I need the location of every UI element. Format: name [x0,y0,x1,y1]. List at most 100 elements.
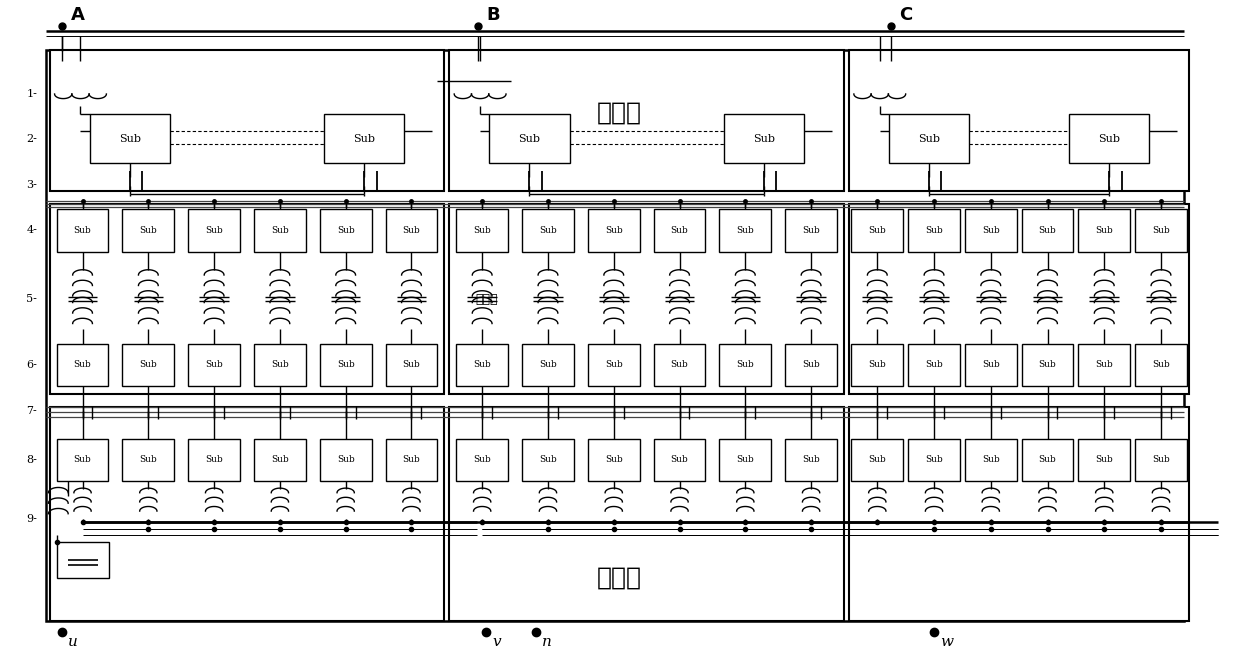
Text: Sub: Sub [337,226,354,235]
Text: Sub: Sub [802,360,820,370]
Bar [123,439,175,482]
Bar [456,439,508,482]
Bar [450,50,844,191]
Bar [851,209,903,252]
Bar [965,439,1017,482]
Text: Sub: Sub [539,226,556,235]
Bar [1135,439,1187,482]
Text: Sub: Sub [1038,226,1057,235]
Bar [320,209,372,252]
Bar [654,209,705,252]
Bar [720,439,771,482]
Text: Sub: Sub [736,456,755,464]
Bar [965,209,1017,252]
Bar [1022,209,1073,252]
Bar [849,408,1189,621]
Bar [851,344,903,386]
Text: Sub: Sub [981,226,1000,235]
Bar [908,439,960,482]
Text: Sub: Sub [473,456,491,464]
Bar [46,50,1184,621]
Bar [57,439,109,482]
Bar [724,114,804,163]
Text: Sub: Sub [206,456,223,464]
Text: Sub: Sub [73,456,92,464]
Text: Sub: Sub [670,360,689,370]
Bar [450,408,844,621]
Text: Sub: Sub [869,456,886,464]
Text: Sub: Sub [403,226,420,235]
Bar [786,209,838,252]
Text: Sub: Sub [539,456,556,464]
Bar [385,209,437,252]
Text: Sub: Sub [1095,226,1113,235]
Text: Sub: Sub [73,360,92,370]
Text: Sub: Sub [518,134,540,144]
Text: 隔离级: 隔离级 [476,293,498,306]
Text: Sub: Sub [802,456,820,464]
Bar [50,204,445,394]
Text: 输入级: 输入级 [597,101,642,125]
Text: Sub: Sub [539,360,556,370]
Text: Sub: Sub [736,360,755,370]
Text: Sub: Sub [140,456,157,464]
Text: w: w [940,635,953,649]
Bar [188,209,240,252]
Text: Sub: Sub [1152,456,1170,464]
Text: Sub: Sub [605,456,623,464]
Text: Sub: Sub [869,360,886,370]
Bar [908,344,960,386]
Text: B: B [486,7,499,25]
Bar [123,344,175,386]
Text: Sub: Sub [140,360,157,370]
Text: Sub: Sub [670,226,689,235]
Text: Sub: Sub [473,226,491,235]
Text: Sub: Sub [753,134,774,144]
Text: Sub: Sub [271,456,289,464]
Bar [489,114,570,163]
Text: Sub: Sub [1095,360,1113,370]
Bar [1069,114,1150,163]
Text: Sub: Sub [403,360,420,370]
Text: Sub: Sub [1152,226,1170,235]
Bar [1022,344,1073,386]
Bar [50,50,445,191]
Text: Sub: Sub [206,360,223,370]
Text: Sub: Sub [736,226,755,235]
Text: Sub: Sub [869,226,886,235]
Text: Sub: Sub [918,134,940,144]
Text: C: C [900,7,913,25]
Bar [57,542,109,578]
Text: 1-: 1- [26,89,37,99]
Bar [325,114,404,163]
Bar [786,439,838,482]
Text: Sub: Sub [605,360,623,370]
Text: Sub: Sub [981,360,1000,370]
Bar [456,344,508,386]
Bar [587,439,639,482]
Bar [654,439,705,482]
Bar [965,344,1017,386]
Bar [57,209,109,252]
Text: Sub: Sub [981,456,1000,464]
Bar [587,209,639,252]
Text: 输出级: 输出级 [597,566,642,590]
Bar [849,204,1189,394]
Text: Sub: Sub [337,456,354,464]
Bar [1022,439,1073,482]
Bar [1078,439,1130,482]
Text: u: u [68,635,78,649]
Text: Sub: Sub [670,456,689,464]
Bar [50,408,445,621]
Text: Sub: Sub [206,226,223,235]
Text: Sub: Sub [1098,134,1120,144]
Text: 2-: 2- [26,134,37,144]
Bar [522,209,574,252]
Bar [188,344,240,386]
Bar [254,439,306,482]
Text: v: v [492,635,501,649]
Text: Sub: Sub [119,134,141,144]
Bar [890,114,969,163]
Text: Sub: Sub [271,226,289,235]
Bar [320,344,372,386]
